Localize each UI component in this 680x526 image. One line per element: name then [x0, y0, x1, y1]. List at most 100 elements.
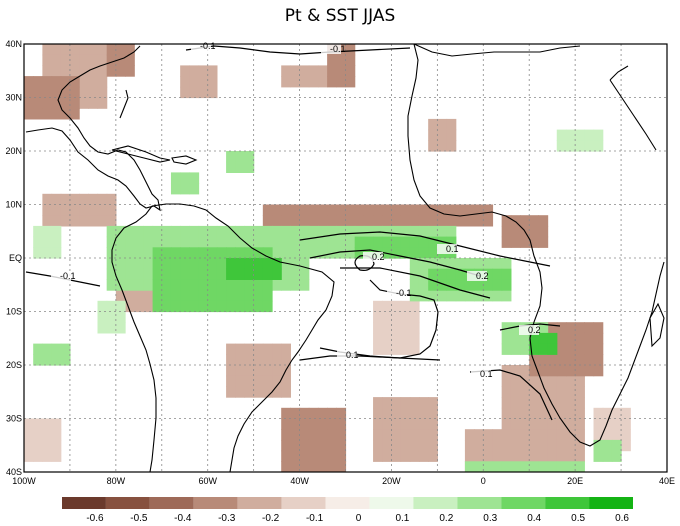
shading-cell — [565, 343, 576, 355]
shading-cell — [556, 375, 567, 387]
shading-cell — [418, 204, 429, 216]
shading-cell — [152, 290, 163, 302]
shading-cell — [79, 97, 89, 109]
shading-cell — [345, 247, 356, 259]
shading-cell — [409, 258, 420, 270]
shading-cell — [336, 204, 347, 216]
shading-cell — [134, 268, 145, 280]
shading-cell — [327, 429, 337, 441]
shading-cell — [235, 354, 246, 366]
shading-cell — [556, 343, 567, 355]
shading-cell — [529, 215, 539, 227]
shading-cell — [510, 236, 521, 248]
colorbar-tick-label: 0.6 — [615, 513, 629, 524]
shading-cell — [327, 236, 337, 248]
shading-cell — [391, 204, 402, 216]
shading-cell — [373, 300, 383, 313]
lat-tick-label: 40S — [6, 467, 22, 477]
shading-cell — [382, 332, 393, 345]
shading-cell — [510, 450, 521, 462]
shading-cell — [621, 418, 631, 430]
shading-cell — [33, 450, 43, 462]
shading-cell — [556, 332, 567, 345]
lon-tick-label: 20E — [567, 476, 583, 486]
shading-cell — [538, 225, 549, 238]
shading-cell — [584, 365, 595, 377]
shading-cell — [134, 258, 145, 270]
shading-cell — [501, 429, 512, 441]
shading-cell — [226, 386, 236, 398]
shading-cell — [180, 290, 190, 302]
shading-cell — [446, 290, 457, 302]
shading-cell — [253, 247, 264, 259]
shading-cell — [575, 332, 585, 345]
shading-cell — [501, 461, 512, 472]
shading-cell — [400, 332, 411, 345]
shading-cell — [492, 429, 503, 441]
shading-cell — [299, 279, 310, 291]
contour-label: -0.1 — [200, 41, 216, 51]
shading-cell — [281, 65, 291, 77]
shading-cell — [24, 108, 34, 120]
shading-cell — [336, 236, 347, 248]
shading-cell — [79, 54, 89, 66]
shading-cell — [161, 300, 172, 313]
shading-cell — [226, 365, 236, 377]
shading-cell — [272, 354, 282, 366]
shading-cell — [354, 204, 365, 216]
shading-cell — [33, 225, 43, 238]
shading-cell — [400, 429, 411, 441]
shading-cell — [428, 407, 438, 420]
shading-cell — [556, 429, 567, 441]
shading-cell — [79, 204, 89, 216]
shading-cell — [400, 322, 411, 334]
shading-cell — [97, 300, 108, 313]
shading-cell — [272, 365, 282, 377]
shading-cell — [272, 215, 282, 227]
shading-cell — [611, 439, 622, 452]
shading-cell — [593, 140, 604, 152]
shading-cell — [501, 225, 512, 238]
shading-cell — [483, 439, 494, 452]
shading-cell — [189, 247, 200, 259]
shading-cell — [547, 332, 558, 345]
shading-cell — [272, 225, 282, 238]
shading-cell — [510, 397, 521, 409]
shading-cell — [244, 375, 255, 387]
shading-cell — [354, 215, 365, 227]
shading-cell — [198, 300, 209, 313]
shading-cell — [143, 279, 154, 291]
shading-cell — [281, 418, 291, 430]
shading-cell — [189, 236, 200, 248]
shading-cell — [97, 86, 108, 99]
shading-cell — [565, 418, 576, 430]
shading-cell — [538, 365, 549, 377]
shading-cell — [400, 343, 411, 355]
shading-cell — [226, 290, 236, 302]
coastline-florida — [119, 89, 129, 119]
coastline-red-sea — [609, 65, 657, 151]
shading-cell — [510, 461, 521, 472]
shading-cell — [88, 97, 99, 109]
shading-cell — [69, 193, 80, 206]
shading-cell — [207, 258, 218, 270]
shading-cell — [244, 225, 255, 238]
contour-label: 0.2 — [476, 271, 489, 281]
shading-cell — [520, 397, 530, 409]
shading-cell — [391, 332, 402, 345]
shading-cell — [189, 225, 200, 238]
shading-cell — [106, 268, 117, 280]
shading-cell — [483, 258, 494, 270]
shading-cell — [106, 193, 117, 206]
shading-cell — [115, 54, 126, 66]
shading-cell — [272, 375, 282, 387]
shading-cell — [262, 268, 273, 280]
shading-cell — [464, 204, 475, 216]
shading-cell — [345, 54, 356, 66]
shading-cell — [198, 225, 209, 238]
shading-cell — [299, 461, 310, 472]
shading-cell — [180, 300, 190, 313]
shading-cell — [88, 44, 99, 56]
shading-cell — [281, 386, 291, 398]
shading-cell — [134, 225, 145, 238]
